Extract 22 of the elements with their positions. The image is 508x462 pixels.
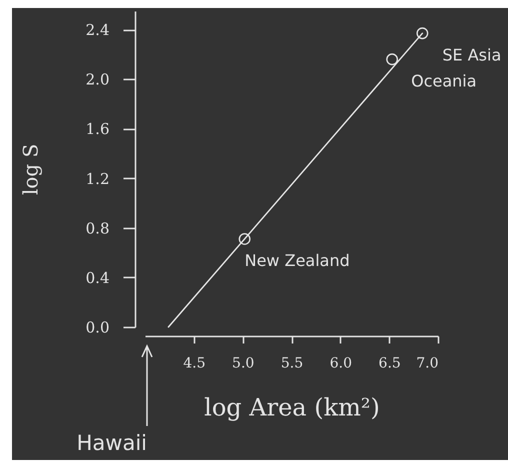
annotation: New Zealand [244,251,350,270]
x-tick-label: 7.0 [416,356,438,372]
x-tick-label: 5.5 [280,356,304,372]
y-tick-label: 0.0 [86,318,110,336]
text: Hawaii [76,431,147,455]
y-tick-label: 1.6 [86,120,110,138]
point [238,233,251,245]
y-axis-title: log S [18,144,43,196]
x-tick-label: 6.0 [330,356,352,372]
x-tick-label: 5.0 [232,356,254,372]
y-tick-label: 0.8 [86,219,110,238]
y-tick-label: 2.0 [86,70,110,89]
point [416,27,428,40]
y-tick-label: 0.4 [86,268,110,287]
y-tick-label: 1.2 [86,170,110,188]
x-tick-label: 4.5 [183,356,206,372]
point [386,53,398,66]
annotation: Oceania [411,71,477,90]
x-tick-label: 6.5 [378,356,401,372]
x-axis-title: log Area (km²) [204,394,380,422]
annotation: SE Asia [442,45,502,64]
y-tick-label: 2.4 [86,21,110,40]
